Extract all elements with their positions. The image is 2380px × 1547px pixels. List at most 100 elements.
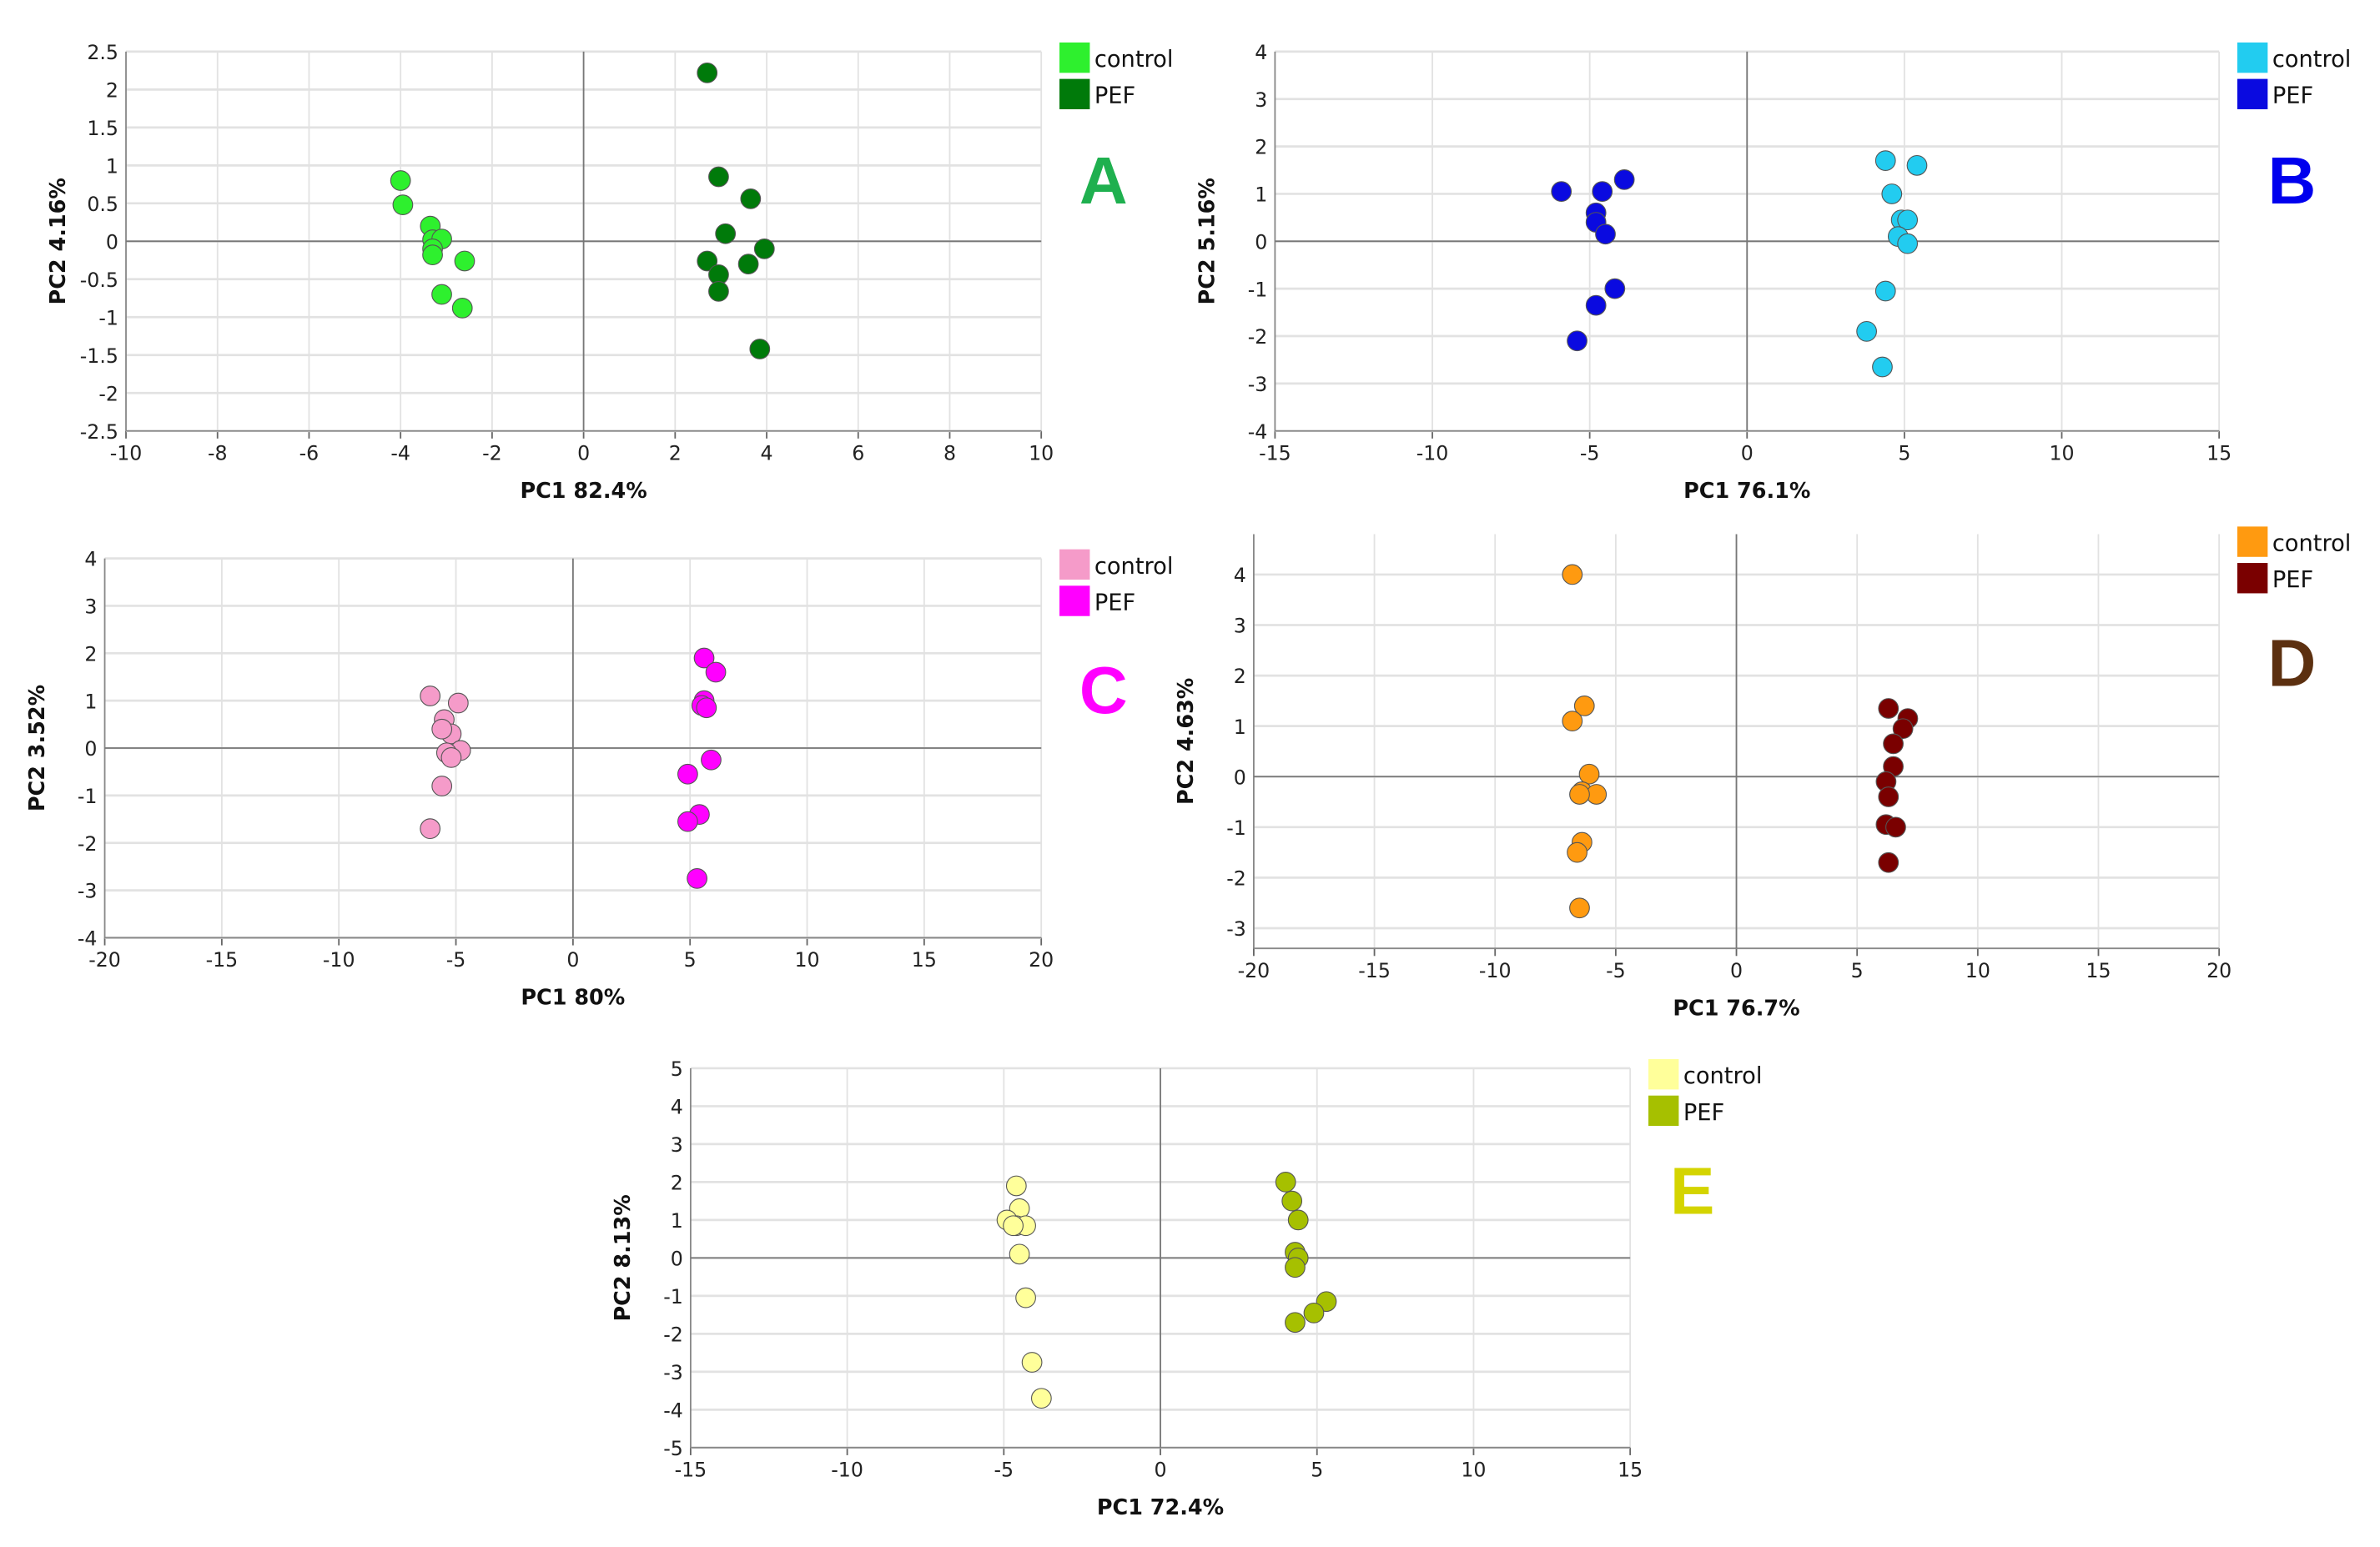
legend-swatch-control	[2237, 42, 2268, 73]
x-tick-label: 10	[2049, 441, 2074, 465]
x-tick-label: -20	[1238, 959, 1271, 982]
data-point-pef	[1285, 1312, 1306, 1334]
x-tick-label: 10	[1029, 441, 1054, 465]
y-tick-label: -3	[1226, 917, 1246, 941]
data-point-pef	[737, 254, 759, 274]
data-point-control	[431, 776, 453, 796]
y-tick-label: 2	[671, 1172, 683, 1195]
x-tick-label: 10	[1461, 1458, 1486, 1481]
y-tick-label: 2.5	[87, 41, 118, 64]
panel-letter: C	[1079, 653, 1128, 727]
y-tick-label: -0.5	[80, 269, 118, 292]
y-tick-label: 3	[1255, 88, 1267, 112]
y-tick-label: 1	[671, 1209, 683, 1233]
legend-label-pef: PEF	[1094, 590, 1135, 615]
legend-label-control: control	[1683, 1063, 1763, 1089]
y-tick-label: 0	[1255, 230, 1267, 254]
x-tick-label: 20	[2206, 959, 2232, 982]
y-axis-label: PC2 4.16%	[46, 178, 71, 304]
x-axis-label: PC1 76.7%	[1673, 996, 1799, 1021]
data-point-pef	[1883, 733, 1904, 755]
legend-label-control: control	[2272, 47, 2352, 73]
y-tick-label: -4	[78, 927, 98, 951]
x-tick-label: 20	[1029, 948, 1054, 972]
data-point-pef	[749, 339, 771, 359]
data-point-control	[451, 297, 473, 319]
panel-a: -10 -8 -6 -4 -2 0 2 4 6 8 10 -2.5 -2 -1.5 -1 -0.5 0 0.5 1 1…	[46, 41, 1173, 504]
x-axis-label: PC1 72.4%	[1097, 1495, 1224, 1520]
data-point-pef	[715, 223, 737, 244]
y-tick-label: -2.5	[80, 420, 118, 444]
x-tick-label: 6	[852, 441, 864, 465]
y-tick-label: -1	[663, 1285, 683, 1308]
x-tick-label: 5	[1898, 441, 1910, 465]
x-tick-label: -10	[323, 948, 355, 972]
y-tick-label: 4	[1255, 41, 1267, 64]
x-tick-label: -4	[390, 441, 410, 465]
data-point-control	[390, 170, 411, 191]
data-point-control	[1015, 1287, 1036, 1308]
panel-letter: B	[2268, 143, 2317, 218]
data-point-control	[431, 284, 452, 305]
data-point-control	[447, 692, 469, 714]
x-tick-label: -10	[1479, 959, 1512, 982]
data-point-pef	[697, 62, 718, 83]
y-tick-label: -1	[78, 785, 98, 808]
legend-label-pef: PEF	[2272, 83, 2313, 109]
data-point-pef	[677, 811, 698, 832]
data-point-control	[1578, 763, 1600, 785]
x-tick-label: 0	[1741, 441, 1754, 465]
data-point-control	[1573, 696, 1595, 716]
y-tick-label: 3	[84, 595, 97, 619]
y-tick-label: -2	[1248, 325, 1268, 349]
data-point-control	[1003, 1215, 1024, 1237]
y-tick-label: -2	[1226, 866, 1246, 890]
y-tick-label: 1	[84, 690, 97, 713]
y-tick-label: -5	[663, 1437, 683, 1460]
y-tick-label: -3	[78, 880, 98, 903]
data-point-control	[454, 250, 475, 272]
legend-label-pef: PEF	[2272, 567, 2313, 593]
x-axis-label: PC1 80%	[521, 986, 625, 1011]
x-tick-label: -10	[110, 441, 143, 465]
data-point-pef	[701, 749, 722, 771]
data-point-pef	[1892, 718, 1914, 740]
y-tick-label: -4	[1248, 420, 1268, 444]
y-tick-label: 0	[84, 737, 97, 761]
x-tick-label: -15	[675, 1458, 707, 1481]
data-point-control	[1856, 320, 1877, 342]
data-point-control	[440, 747, 462, 768]
x-tick-label: -5	[1606, 959, 1626, 982]
y-tick-label: 1	[106, 154, 118, 178]
legend-swatch-control	[2237, 526, 2268, 557]
legend-swatch-control	[1059, 42, 1090, 73]
x-tick-label: 8	[943, 441, 956, 465]
legend-label-pef: PEF	[1683, 1100, 1724, 1126]
x-tick-label: 5	[1311, 1458, 1323, 1481]
y-tick-label: -1	[1248, 278, 1268, 301]
data-point-pef	[1885, 816, 1906, 838]
data-point-control	[1569, 897, 1590, 919]
x-tick-label: 0	[1730, 959, 1743, 982]
x-axis-label: PC1 82.4%	[520, 479, 647, 504]
y-tick-label: -2	[663, 1323, 683, 1346]
data-point-pef	[1878, 851, 1899, 873]
data-point-control	[420, 686, 441, 706]
data-point-control	[431, 718, 453, 740]
x-tick-label: 15	[1618, 1458, 1643, 1481]
data-point-control	[1562, 711, 1583, 731]
y-tick-label: -1	[98, 306, 118, 329]
y-tick-label: -1	[1226, 816, 1246, 840]
data-point-control	[1005, 1175, 1027, 1197]
legend-swatch-pef	[2237, 563, 2268, 594]
x-tick-label: -5	[446, 948, 466, 972]
data-point-pef	[1878, 698, 1899, 719]
data-point-control	[1897, 209, 1919, 231]
y-tick-label: 2	[106, 78, 118, 102]
data-point-pef	[1613, 169, 1635, 190]
data-point-pef	[708, 280, 729, 302]
data-point-pef	[705, 661, 727, 683]
y-axis-label: PC2 4.63%	[1174, 678, 1199, 805]
